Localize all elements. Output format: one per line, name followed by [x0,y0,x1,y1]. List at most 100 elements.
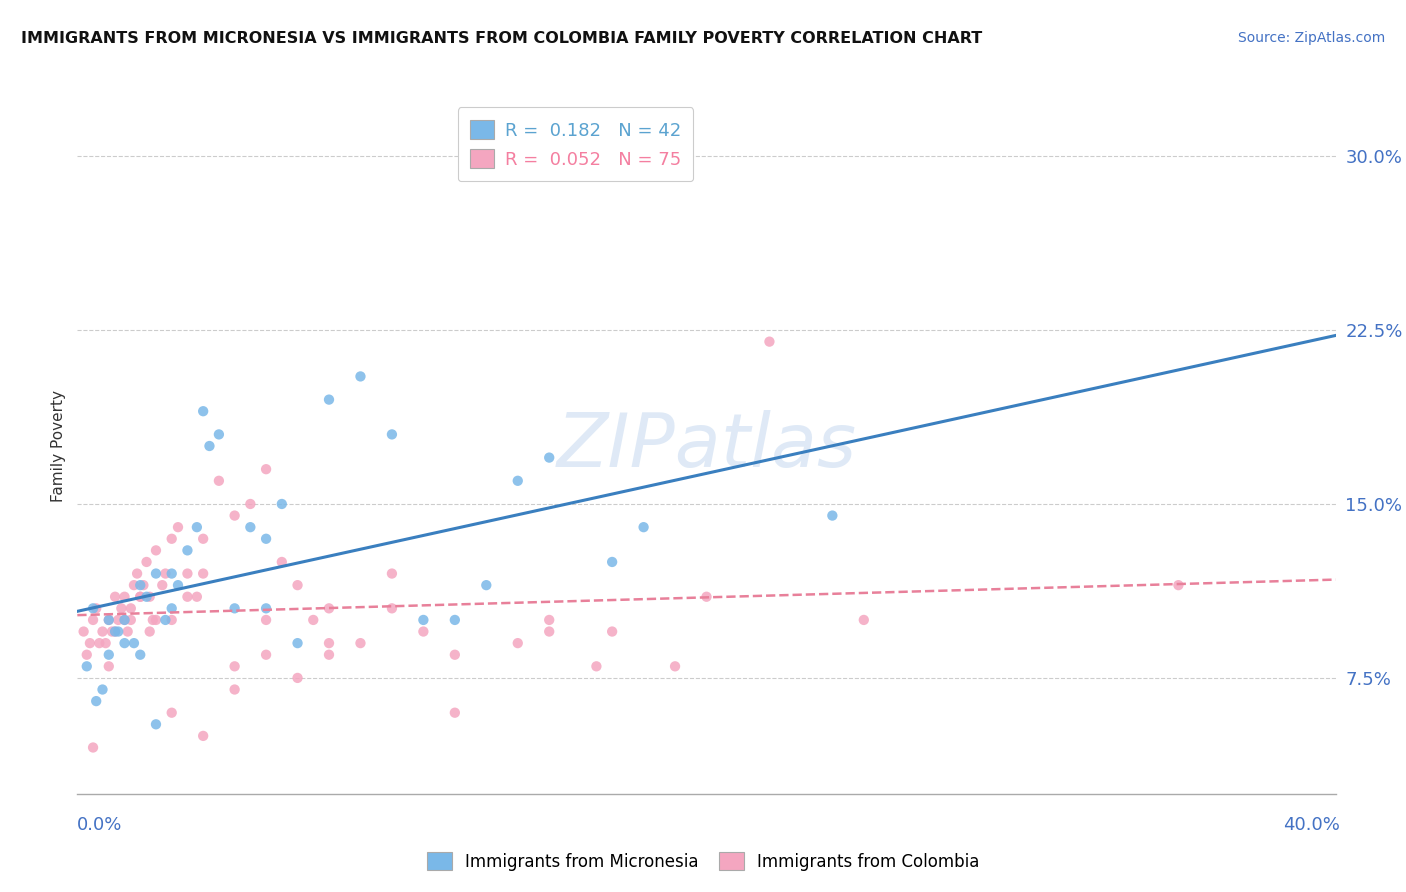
Point [270,497,292,511]
Point [254,648,277,662]
Point [129,590,152,604]
Point [97,648,120,662]
Point [107,613,129,627]
Point [160,706,183,720]
Text: 0.0%: 0.0% [77,816,122,834]
Point [191,729,215,743]
Point [254,613,277,627]
Point [127,566,149,581]
Point [150,578,173,592]
Point [104,590,127,604]
Point [76,659,98,673]
Point [82,613,104,627]
Point [120,613,142,627]
Point [664,659,686,673]
Point [287,636,309,650]
Point [381,427,404,442]
Point [138,590,160,604]
Point [160,613,183,627]
Point [82,601,104,615]
Point [176,543,198,558]
Point [145,566,167,581]
Point [444,706,467,720]
Point [160,532,183,546]
Point [287,671,309,685]
Text: IMMIGRANTS FROM MICRONESIA VS IMMIGRANTS FROM COLOMBIA FAMILY POVERTY CORRELATIO: IMMIGRANTS FROM MICRONESIA VS IMMIGRANTS… [21,31,983,46]
Point [318,601,340,615]
Point [120,601,142,615]
Point [104,624,127,639]
Point [82,740,104,755]
Text: Source: ZipAtlas.com: Source: ZipAtlas.com [1237,31,1385,45]
Point [208,474,231,488]
Point [318,648,340,662]
Point [114,613,136,627]
Point [538,624,561,639]
Point [224,682,246,697]
Point [155,613,177,627]
Point [600,555,623,569]
Point [135,590,157,604]
Point [412,613,434,627]
Point [129,590,152,604]
Point [84,694,107,708]
Point [117,624,139,639]
Point [1167,578,1189,592]
Point [475,578,498,592]
Point [254,462,277,476]
Point [696,590,718,604]
Point [122,578,145,592]
Point [145,717,167,731]
Point [135,555,157,569]
Point [198,439,221,453]
Point [114,590,136,604]
Point [318,636,340,650]
Point [167,578,190,592]
Point [224,659,246,673]
Point [444,613,467,627]
Point [538,450,561,465]
Point [287,578,309,592]
Legend: R =  0.182   N = 42, R =  0.052   N = 75: R = 0.182 N = 42, R = 0.052 N = 75 [457,107,693,181]
Point [89,636,111,650]
Point [104,624,127,639]
Point [224,508,246,523]
Point [224,601,246,615]
Point [633,520,655,534]
Y-axis label: Family Poverty: Family Poverty [51,390,66,502]
Point [585,659,607,673]
Point [72,624,94,639]
Point [506,636,529,650]
Point [97,659,120,673]
Point [129,578,152,592]
Point [167,520,190,534]
Point [84,601,107,615]
Point [191,532,215,546]
Point [412,624,434,639]
Point [538,613,561,627]
Point [145,543,167,558]
Point [852,613,875,627]
Point [381,601,404,615]
Point [506,474,529,488]
Point [114,613,136,627]
Point [91,624,114,639]
Point [186,590,208,604]
Point [142,613,165,627]
Point [758,334,780,349]
Point [138,624,160,639]
Point [444,648,467,662]
Point [186,520,208,534]
Point [270,555,292,569]
Point [176,590,198,604]
Point [254,532,277,546]
Point [122,636,145,650]
Point [97,613,120,627]
Point [208,427,231,442]
Point [318,392,340,407]
Point [254,601,277,615]
Point [145,613,167,627]
Point [160,601,183,615]
Point [79,636,101,650]
Text: 40.0%: 40.0% [1284,816,1340,834]
